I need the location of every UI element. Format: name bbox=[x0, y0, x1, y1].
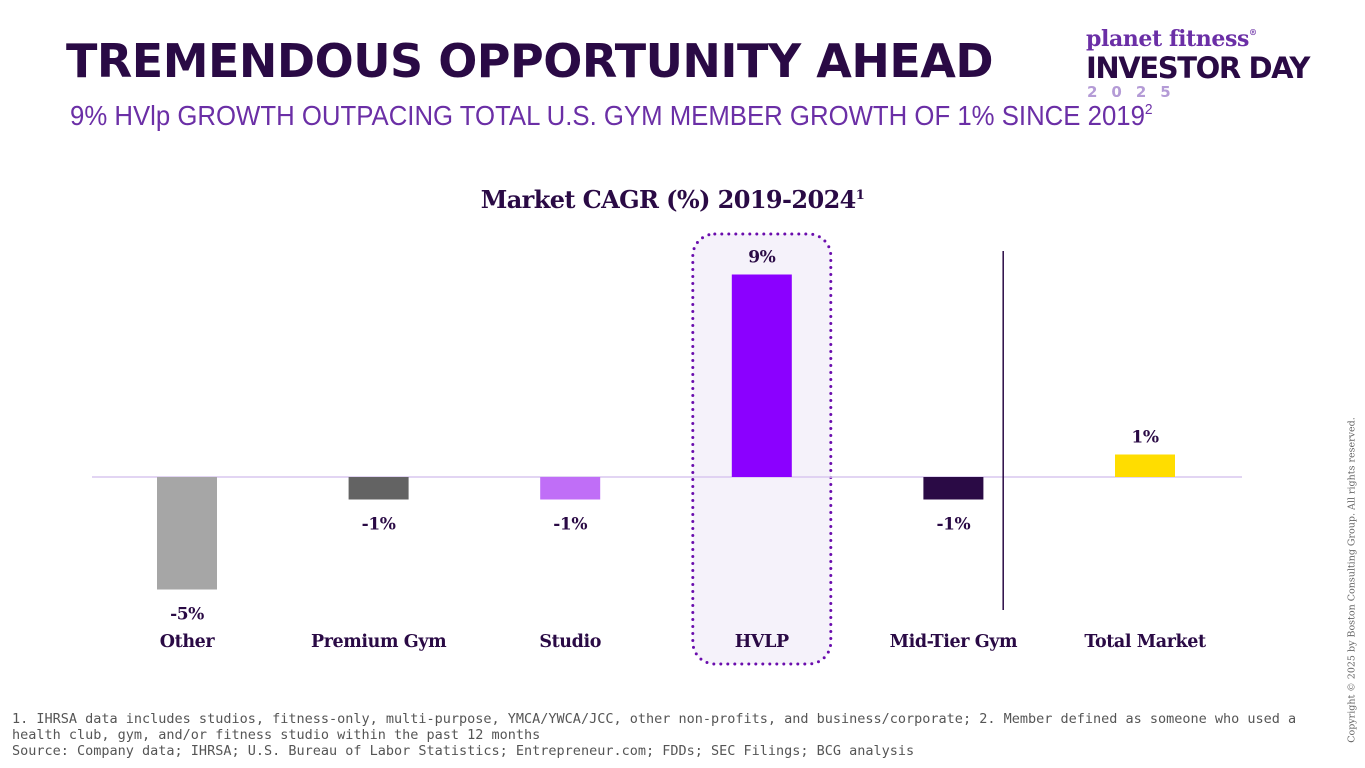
value-label-hvlp: 9% bbox=[748, 248, 775, 268]
category-label-premium-gym: Premium Gym bbox=[311, 632, 447, 652]
logo-brand-text: planet fitness bbox=[1086, 26, 1249, 52]
footnotes: 1. IHRSA data includes studios, fitness-… bbox=[12, 711, 1342, 759]
logo-registered-mark: ® bbox=[1248, 27, 1257, 37]
value-label-other: -5% bbox=[170, 605, 204, 625]
bar-other bbox=[157, 477, 217, 590]
footnote-definitions: 1. IHRSA data includes studios, fitness-… bbox=[12, 711, 1297, 743]
subtitle-footnote-ref: 2 bbox=[1144, 101, 1153, 118]
chart-title-footnote-ref: 1 bbox=[855, 188, 865, 203]
copyright-notice: Copyright © 2025 by Boston Consulting Gr… bbox=[1346, 417, 1358, 743]
bar-studio bbox=[540, 477, 601, 500]
logo-year: 2025 bbox=[1087, 83, 1185, 101]
chart-title: Market CAGR (%) 2019-20241 bbox=[0, 185, 1345, 214]
category-label-mid-tier-gym: Mid-Tier Gym bbox=[890, 632, 1018, 652]
category-label-other: Other bbox=[160, 632, 216, 652]
footnote-source: Source: Company data; IHRSA; U.S. Bureau… bbox=[12, 743, 915, 759]
value-label-mid-tier-gym: -1% bbox=[936, 515, 970, 535]
chart-title-text: Market CAGR (%) 2019-2024 bbox=[480, 185, 857, 214]
category-label-studio: Studio bbox=[539, 632, 601, 652]
value-label-total-market: 1% bbox=[1131, 428, 1158, 448]
bar-total-market bbox=[1115, 454, 1175, 477]
value-label-studio: -1% bbox=[553, 515, 587, 535]
bar-mid-tier-gym bbox=[923, 477, 984, 500]
slide-subtitle: 9% HVlp GROWTH OUTPACING TOTAL U.S. GYM … bbox=[70, 100, 1153, 132]
logo-brand: planet fitness® bbox=[1086, 18, 1348, 53]
bar-premium-gym bbox=[348, 477, 409, 500]
category-label-total-market: Total Market bbox=[1084, 632, 1206, 652]
planet-fitness-investor-day-logo: planet fitness® INVESTOR DAY 2025 bbox=[1086, 18, 1348, 101]
slide-title: TREMENDOUS OPPORTUNITY AHEAD bbox=[66, 34, 994, 88]
bar-hvlp bbox=[731, 274, 792, 477]
value-label-premium-gym: -1% bbox=[362, 515, 396, 535]
logo-event-name: INVESTOR DAY bbox=[1086, 51, 1310, 85]
category-label-hvlp: HVLP bbox=[735, 632, 789, 652]
subtitle-text: 9% HVlp GROWTH OUTPACING TOTAL U.S. GYM … bbox=[70, 100, 1145, 131]
